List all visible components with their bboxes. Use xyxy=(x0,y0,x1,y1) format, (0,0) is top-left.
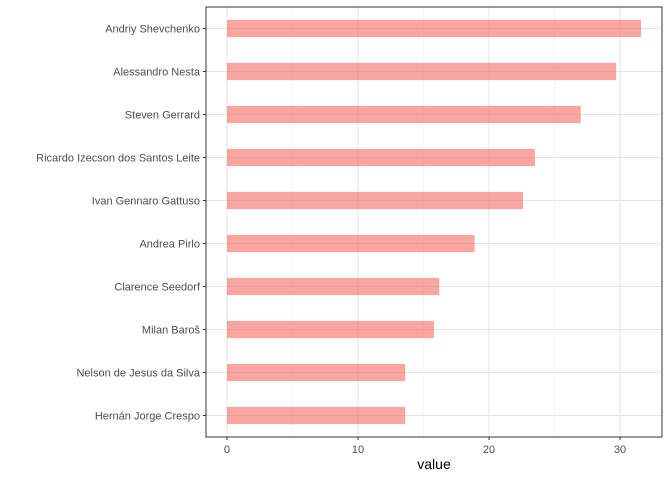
y-axis: Andriy Shevchenko Alessandro Nesta Steven … xyxy=(36,24,206,423)
x-tick-label: 30 xyxy=(614,444,626,456)
x-axis: 0 10 20 30 xyxy=(224,437,626,456)
bar xyxy=(226,148,535,167)
x-tick-label: 0 xyxy=(224,444,230,456)
bar xyxy=(226,406,406,425)
y-tick-label: Alessandro Nesta xyxy=(113,67,201,79)
bar xyxy=(226,277,440,296)
bar-layer xyxy=(226,19,642,425)
y-tick-label: Andriy Shevchenko xyxy=(105,24,200,36)
y-tick-label: Steven Gerrard xyxy=(125,110,200,122)
bar xyxy=(226,320,434,339)
y-tick-label: Nelson de Jesus da Silva xyxy=(76,368,200,380)
y-tick-label: Ricardo Izecson dos Santos Leite xyxy=(36,153,200,165)
x-tick-label: 20 xyxy=(483,444,495,456)
x-tick-label: 10 xyxy=(352,444,364,456)
x-axis-title: value xyxy=(417,456,451,472)
bar xyxy=(226,363,406,382)
bar xyxy=(226,19,642,38)
bar xyxy=(226,105,581,124)
panel-border xyxy=(205,6,663,438)
y-tick-label: Milan Baroš xyxy=(142,325,201,337)
y-tick-label: Andrea Pirlo xyxy=(139,239,200,251)
y-tick-label: Hernán Jorge Crespo xyxy=(95,411,200,423)
bar xyxy=(226,62,617,81)
bar xyxy=(226,191,524,210)
y-tick-label: Ivan Gennaro Gattuso xyxy=(92,196,200,208)
bar xyxy=(226,234,475,253)
y-tick-label: Clarence Seedorf xyxy=(114,282,201,294)
